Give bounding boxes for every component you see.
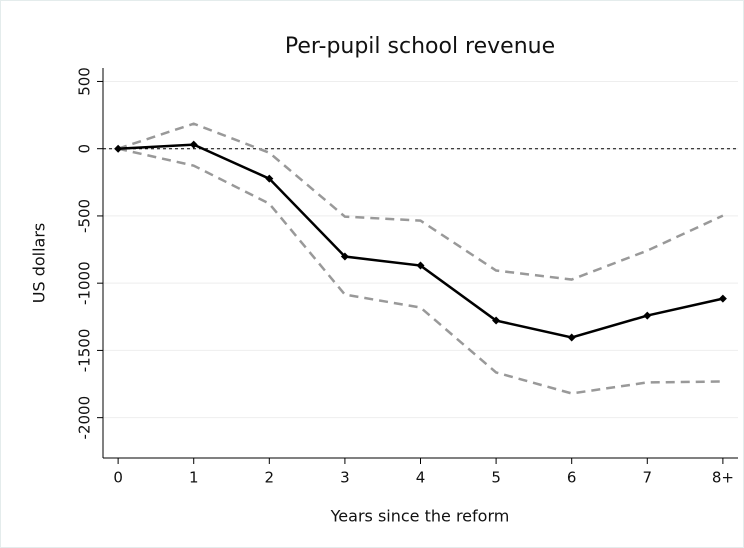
x-tick-label: 0 (113, 469, 123, 487)
x-tick-label: 3 (340, 469, 350, 487)
x-tick-label: 8+ (712, 469, 734, 487)
x-tick-label: 2 (265, 469, 275, 487)
x-tick-label: 7 (643, 469, 653, 487)
point (340, 252, 349, 261)
y-tick-label: -500 (76, 199, 94, 233)
point (643, 311, 652, 320)
x-tick-label: 6 (567, 469, 577, 487)
series-line (117, 122, 724, 281)
series-line (117, 147, 723, 395)
chart-title: Per-pupil school revenue (285, 34, 555, 59)
point (492, 316, 501, 325)
point (114, 144, 123, 153)
y-tick-label: -1000 (76, 261, 94, 305)
y-tick-label: -1500 (76, 329, 94, 373)
point (718, 294, 727, 303)
y-tick-label: 500 (76, 67, 94, 96)
y-axis-label: US dollars (30, 223, 49, 304)
y-tick-label: -2000 (76, 396, 94, 440)
x-tick-label: 4 (416, 469, 426, 487)
point (189, 140, 198, 149)
point (567, 333, 576, 342)
x-axis-label: Years since the reform (330, 507, 510, 526)
point (416, 261, 425, 270)
y-tick-label: 0 (76, 144, 94, 154)
x-tick-label: 1 (189, 469, 199, 487)
point (265, 174, 274, 183)
x-tick-label: 5 (491, 469, 501, 487)
